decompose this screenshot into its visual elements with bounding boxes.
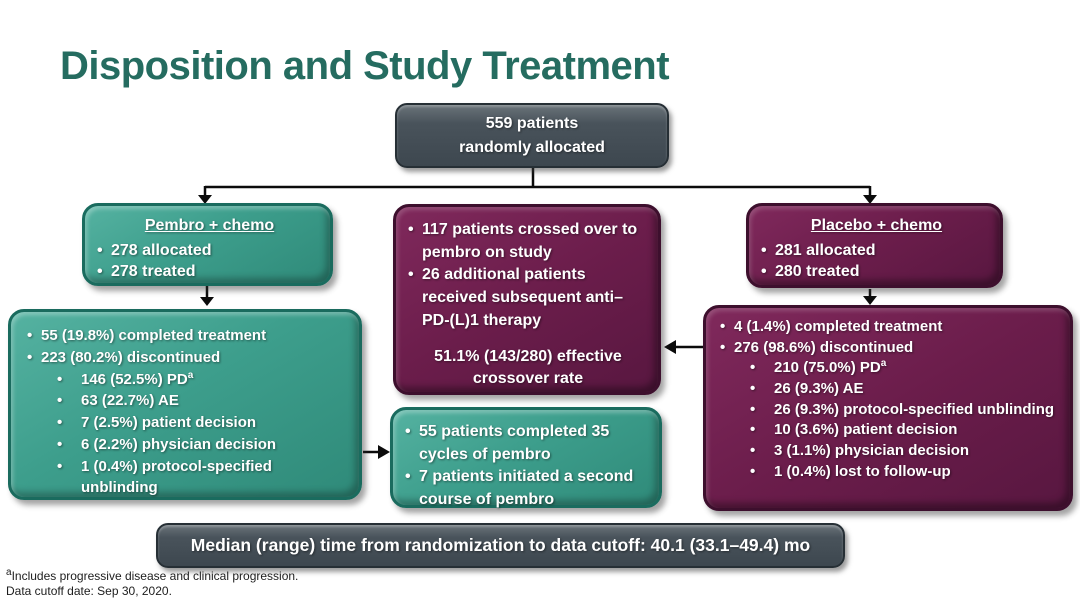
list-item: 26 (9.3%) protocol-specified unblinding: [748, 400, 1064, 421]
arrow-down-left-icon: [198, 195, 212, 204]
page-title: Disposition and Study Treatment: [60, 44, 670, 88]
list-item: 278 treated: [97, 261, 322, 283]
placebo-disposition-box: 4 (1.4%) completed treatment 276 (98.6%)…: [703, 305, 1073, 511]
pembro-completion-box: 55 patients completed 35 cycles of pembr…: [390, 407, 662, 508]
footnote-marker: a: [6, 567, 12, 578]
randomized-patients-box: 559 patients randomly allocated: [395, 103, 669, 168]
list-item: 117 patients crossed over to pembro on s…: [408, 219, 648, 264]
list-item: 1 (0.4%) protocol-specified unblinding: [55, 456, 351, 500]
footnote-marker: a: [880, 358, 887, 370]
footnote-marker: a: [187, 369, 194, 381]
list-item: 146 (52.5%) PDa: [55, 369, 351, 391]
arrow-down-pembro-icon: [200, 297, 214, 306]
list-item: 55 patients completed 35 cycles of pembr…: [405, 421, 651, 466]
arrow-down-placebo-icon: [863, 296, 877, 305]
list-item: 281 allocated: [761, 240, 992, 262]
list-item: 10 (3.6%) patient decision: [748, 420, 1064, 441]
list-item: 280 treated: [761, 261, 992, 283]
crossover-box: 117 patients crossed over to pembro on s…: [393, 204, 661, 395]
list-item: 210 (75.0%) PDa: [748, 358, 1064, 379]
list-item: 7 patients initiated a second course of …: [405, 466, 651, 511]
list-item: 26 additional patients received subseque…: [408, 264, 648, 332]
list-item: 1 (0.4%) lost to follow-up: [748, 462, 1064, 483]
footnotes: aIncludes progressive disease and clinic…: [6, 567, 299, 600]
list-item: 276 (98.6%) discontinued: [720, 338, 1064, 359]
list-item: 223 (80.2%) discontinued: [27, 347, 351, 369]
median-followup-bar: Median (range) time from randomization t…: [156, 523, 845, 568]
list-item: 7 (2.5%) patient decision: [55, 412, 351, 434]
list-item: 6 (2.2%) physician decision: [55, 434, 351, 456]
placebo-chemo-box: Placebo + chemo 281 allocated 280 treate…: [746, 203, 1003, 288]
footnote-line: Data cutoff date: Sep 30, 2020.: [6, 584, 172, 599]
list-item: 63 (22.7%) AE: [55, 390, 351, 412]
randomized-line1: 559 patients: [485, 115, 579, 133]
pembro-chemo-heading: Pembro + chemo: [144, 217, 275, 234]
list-item: 278 allocated: [97, 240, 322, 262]
median-followup-text: Median (range) time from randomization t…: [190, 535, 811, 555]
list-item: 55 (19.8%) completed treatment: [27, 325, 351, 347]
footnote-line: aIncludes progressive disease and clinic…: [6, 567, 299, 584]
arrow-right-completion-icon: [378, 445, 390, 459]
effective-crossover-rate: 51.1% (143/280) effective crossover rate: [434, 347, 622, 388]
arrow-down-right-icon: [863, 195, 877, 204]
randomized-line2: randomly allocated: [459, 138, 605, 156]
list-item: 26 (9.3%) AE: [748, 379, 1064, 400]
list-item: 3 (1.1%) physician decision: [748, 441, 1064, 462]
pembro-chemo-box: Pembro + chemo 278 allocated 278 treated: [82, 203, 333, 286]
arrow-left-crossover-icon: [664, 340, 676, 354]
placebo-chemo-heading: Placebo + chemo: [810, 217, 943, 234]
list-item: 4 (1.4%) completed treatment: [720, 317, 1064, 338]
pembro-disposition-box: 55 (19.8%) completed treatment 223 (80.2…: [8, 309, 362, 500]
